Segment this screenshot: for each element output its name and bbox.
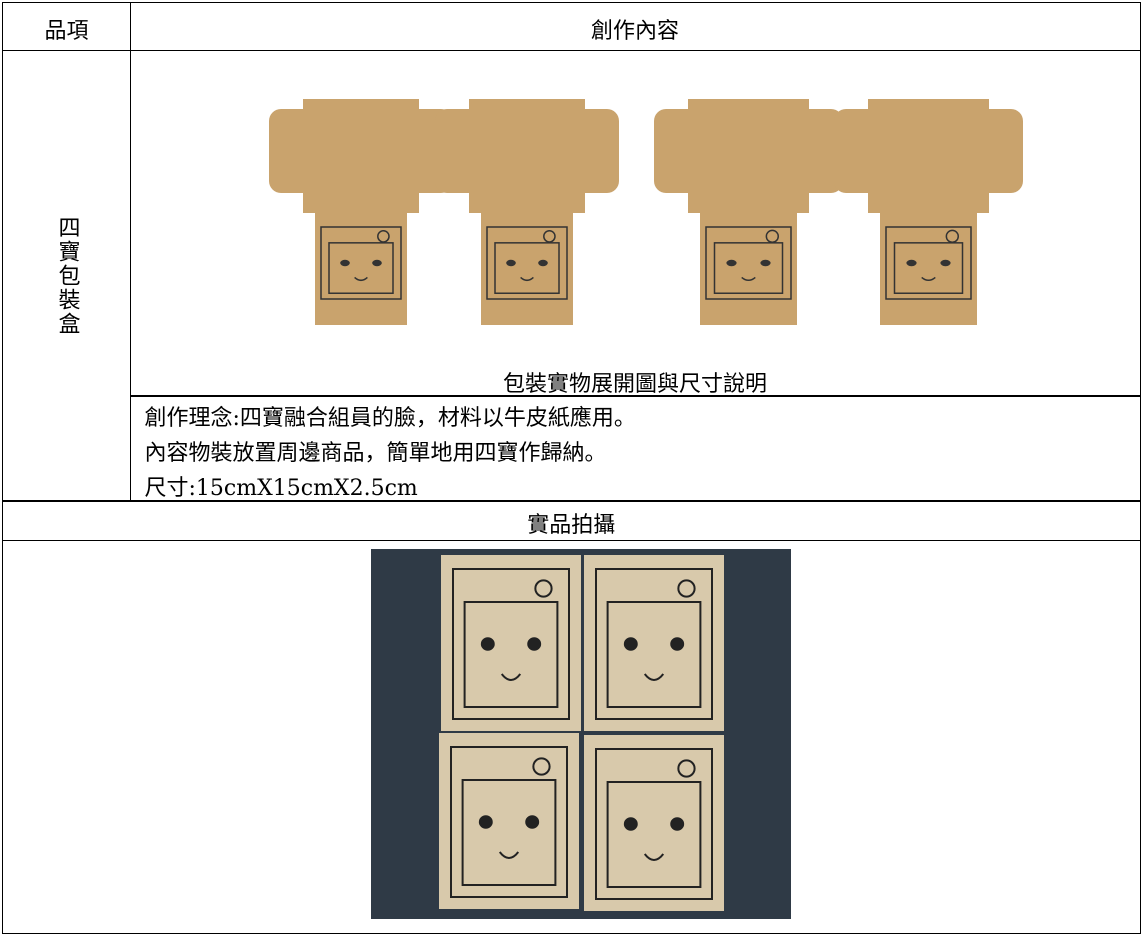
mouth <box>740 276 756 281</box>
ornament <box>765 229 779 243</box>
eye <box>505 259 516 266</box>
photo-title-cell: 實品拍攝 <box>2 500 1141 541</box>
face-frame <box>450 745 568 898</box>
face-inner <box>327 241 394 294</box>
header-item: 品項 <box>44 19 89 44</box>
concept-line: 內容物裝放置周邊商品，簡單地用四寶作歸納。 <box>144 441 607 466</box>
eye <box>527 636 542 651</box>
product-photo <box>371 548 791 919</box>
face-frame <box>485 225 568 300</box>
item-name: 四寶包裝盒 <box>54 215 80 336</box>
eye <box>670 636 685 651</box>
concept-line: 尺寸:15cmX15cmX2.5cm <box>144 476 418 501</box>
eye <box>537 259 548 266</box>
face-frame <box>595 747 713 900</box>
ornament <box>376 229 390 243</box>
header-content: 創作內容 <box>590 19 679 44</box>
ornament <box>945 229 959 243</box>
eye <box>480 636 495 651</box>
face-inner <box>461 778 557 886</box>
face-inner <box>713 241 783 294</box>
eye <box>939 259 951 266</box>
face-frame <box>704 225 792 300</box>
mouth <box>920 276 936 281</box>
box <box>441 554 581 731</box>
eye <box>339 259 350 266</box>
dieline <box>434 98 619 325</box>
ornament <box>677 578 696 598</box>
eye <box>905 259 917 266</box>
eye <box>371 259 382 266</box>
photo-title: 實品拍攝 <box>527 513 616 538</box>
dieline <box>833 98 1023 325</box>
box <box>439 732 579 909</box>
item-cell: 四寶包裝盒 <box>2 49 131 502</box>
face-frame <box>319 225 402 300</box>
box <box>584 734 724 911</box>
eye <box>670 816 685 831</box>
face-inner <box>606 780 702 888</box>
ornament <box>542 229 556 243</box>
ornament <box>534 578 553 598</box>
mouth <box>498 850 520 859</box>
concept-cell: 創作理念:四寶融合組員的臉，材料以牛皮紙應用。 內容物裝放置周邊商品，簡單地用四… <box>129 395 1141 502</box>
photo-cell <box>2 539 1141 934</box>
eye <box>478 814 493 829</box>
face-frame <box>595 567 713 720</box>
mouth <box>643 852 665 861</box>
dieline <box>653 98 843 325</box>
face-inner <box>493 241 560 294</box>
dieline-cell: 包裝實物展開圖與尺寸說明 <box>129 49 1141 397</box>
eye <box>725 259 737 266</box>
ornament <box>532 756 551 776</box>
ornament <box>677 758 696 778</box>
eye <box>759 259 771 266</box>
face-inner <box>463 600 559 708</box>
dieline <box>268 98 453 325</box>
dieline-image <box>268 98 1023 325</box>
header-item-cell: 品項 <box>2 2 131 51</box>
eye <box>623 636 638 651</box>
mouth <box>643 672 665 681</box>
box <box>584 554 724 731</box>
mouth <box>353 276 368 281</box>
face-frame <box>884 225 972 300</box>
mouth <box>500 672 522 681</box>
face-frame <box>452 567 570 720</box>
dieline-caption: 包裝實物展開圖與尺寸說明 <box>502 371 767 397</box>
face-inner <box>606 600 702 708</box>
concept-line: 創作理念:四寶融合組員的臉，材料以牛皮紙應用。 <box>144 406 636 431</box>
eye <box>623 816 638 831</box>
header-content-cell: 創作內容 <box>129 2 1141 51</box>
mouth <box>519 276 534 281</box>
eye <box>525 814 540 829</box>
face-inner <box>893 241 963 294</box>
